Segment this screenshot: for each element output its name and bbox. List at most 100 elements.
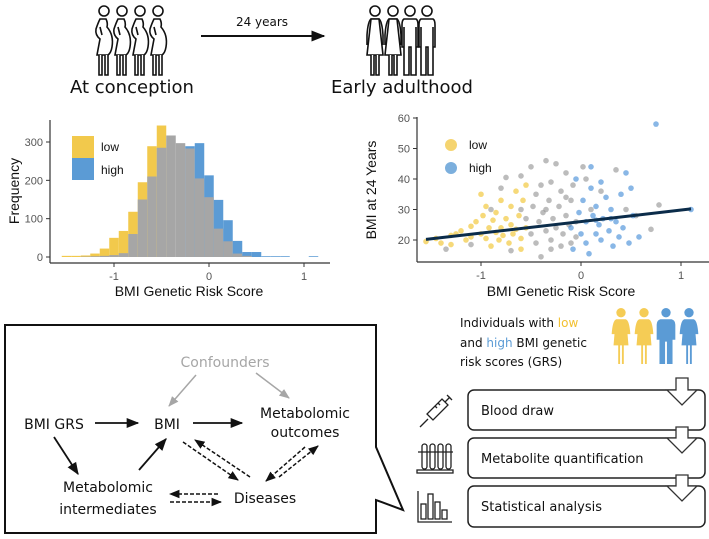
point-high	[616, 234, 622, 240]
histogram-bar-high	[232, 240, 243, 257]
point-high	[618, 191, 624, 198]
histogram-bar-overlap	[128, 234, 138, 257]
x-axis-label: BMI Genetic Risk Score	[487, 283, 636, 299]
point-low	[480, 212, 486, 219]
point-low	[488, 243, 494, 249]
point	[563, 194, 569, 201]
y-tick-label: 60	[398, 113, 410, 125]
y-tick-label: 200	[25, 175, 43, 187]
point-high	[596, 221, 602, 228]
test-tubes-icon	[416, 443, 454, 474]
node-bmi: BMI	[154, 417, 180, 433]
legend-high-label: high	[101, 163, 124, 177]
point-low	[523, 182, 529, 188]
point	[528, 164, 534, 170]
point	[613, 167, 619, 173]
point-low	[448, 241, 454, 248]
histogram-bar-overlap	[147, 176, 157, 257]
scatter-plot: -1 0 1 20 30 40 50 60 low high BMI Genetic Risk…	[363, 113, 709, 299]
histogram-bar-overlap	[118, 253, 129, 257]
histogram-bar-overlap	[137, 199, 148, 257]
colored-people-icon	[611, 308, 699, 364]
point-high	[598, 237, 604, 243]
x-tick-label: 0	[206, 271, 212, 283]
point	[528, 231, 534, 237]
point	[648, 226, 654, 233]
dag-callout	[4, 324, 405, 534]
point-low	[513, 188, 519, 194]
histogram-bar-low	[71, 255, 81, 257]
bar-chart-icon	[417, 491, 452, 523]
arrow-diseases-bmi	[194, 439, 251, 478]
y-tick-label: 0	[37, 252, 43, 264]
point	[563, 170, 569, 176]
point-high	[586, 250, 592, 257]
intro-line-1: Individuals with low	[460, 316, 578, 330]
histogram-bar-low	[109, 237, 119, 257]
point	[556, 203, 562, 210]
point	[508, 247, 514, 254]
histogram-bar-overlap	[185, 148, 195, 257]
down-arrow-icon	[665, 426, 699, 454]
point-low	[463, 237, 469, 243]
point	[518, 173, 524, 179]
histogram-bar-overlap	[90, 256, 100, 257]
down-arrow-icon	[665, 474, 699, 502]
histogram-bar-high	[223, 220, 233, 257]
histogram-bar-high	[308, 256, 319, 257]
y-tick-label: 30	[398, 205, 410, 217]
histogram-bar-high	[251, 252, 262, 257]
point-high	[626, 240, 632, 246]
histogram-bar-overlap	[242, 255, 252, 257]
point-low	[496, 237, 502, 243]
point	[553, 225, 559, 231]
interval-label: 24 years	[236, 15, 288, 29]
histogram-bar-overlap	[223, 241, 233, 257]
point-high	[598, 179, 604, 185]
y-tick-label: 100	[25, 214, 43, 226]
arrow-outcomes-diseases	[265, 446, 306, 482]
point-low	[493, 209, 499, 216]
point	[498, 185, 504, 191]
arrow-bmi-diseases	[182, 441, 239, 481]
legend-low-marker	[445, 139, 457, 151]
syringe-icon	[419, 394, 453, 428]
point-high	[580, 197, 586, 204]
y-tick-label: 40	[398, 174, 410, 186]
point-low	[483, 203, 489, 210]
legend-low-label: low	[469, 138, 487, 152]
point	[538, 253, 544, 260]
histogram-bar-overlap	[232, 253, 243, 257]
arrow-grs-intermediates	[53, 436, 79, 476]
point-low	[458, 228, 464, 234]
point	[598, 188, 604, 194]
point	[543, 206, 549, 213]
regression-line	[425, 207, 692, 241]
histogram-bar-overlap	[156, 147, 167, 257]
x-tick-label: 1	[301, 271, 307, 283]
node-outcomes-line2: outcomes	[271, 425, 340, 441]
point-high	[590, 212, 596, 219]
histogram-bar-low	[80, 255, 91, 257]
point	[533, 191, 539, 198]
y-axis-label: BMI at 24 Years	[363, 141, 379, 240]
point-high	[606, 228, 612, 234]
point-high	[578, 231, 584, 237]
point	[548, 179, 554, 185]
point-low	[500, 232, 506, 239]
node-bmi-grs: BMI GRS	[24, 417, 84, 433]
point-low	[508, 221, 514, 228]
point-low	[498, 197, 504, 204]
point-high	[636, 234, 642, 240]
histogram-bar-low	[61, 255, 72, 257]
node-intermediates-line2: intermediates	[59, 502, 156, 518]
point	[568, 240, 574, 246]
histogram-bar-overlap	[194, 178, 205, 257]
point	[543, 228, 549, 234]
point-high	[603, 194, 609, 201]
point	[488, 206, 494, 213]
point	[573, 234, 579, 240]
point	[553, 160, 559, 167]
point-low	[508, 203, 514, 210]
